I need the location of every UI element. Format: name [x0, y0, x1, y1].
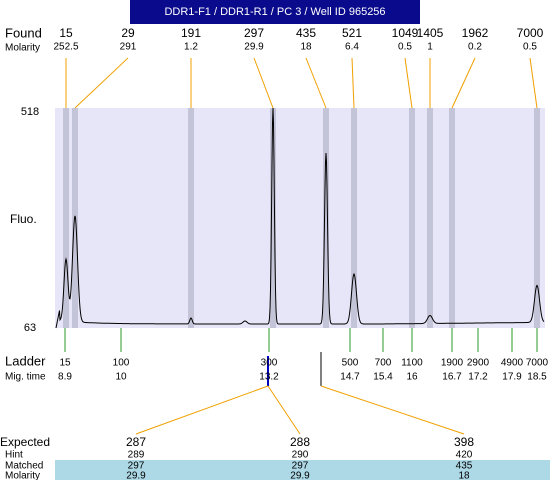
found-molarity: 1.2 — [184, 42, 198, 53]
mig-time-label: Mig. time — [5, 372, 46, 383]
matched-molarity: 29.9 — [126, 471, 146, 480]
found-molarity: 0.5 — [398, 42, 412, 53]
header-title: DDR1-F1 / DDR1-R1 / PC 3 / Well ID 96525… — [164, 6, 385, 18]
peak-band — [409, 108, 415, 328]
ladder-size: 300 — [261, 358, 278, 369]
matched-molarity: 29.9 — [290, 471, 310, 480]
match-line — [267, 385, 301, 435]
found-size: 29 — [121, 26, 135, 40]
y-tick-label: 518 — [21, 106, 39, 118]
matched-molarity: 18 — [458, 471, 470, 480]
found-molarity: 0.2 — [468, 42, 482, 53]
y-axis-label: Fluo. — [10, 212, 37, 226]
hint-size: 420 — [456, 450, 473, 461]
found-size: 297 — [244, 26, 264, 40]
ladder-time: 16 — [406, 372, 418, 383]
found-size: 1962 — [462, 26, 489, 40]
ladder-size: 1900 — [441, 358, 464, 369]
matched-size: 435 — [456, 461, 473, 472]
peak-connector — [451, 57, 476, 109]
ladder-time: 13.2 — [259, 372, 279, 383]
peak-connector — [351, 57, 355, 109]
found-molarity: 252.5 — [53, 42, 78, 53]
peak-band — [270, 108, 276, 328]
header-bar — [130, 0, 420, 24]
matched-size: 297 — [292, 461, 309, 472]
molarity-label: Molarity — [5, 471, 40, 480]
match-line — [135, 385, 269, 435]
expected-size: 288 — [290, 435, 310, 449]
ladder-time: 15.4 — [373, 372, 393, 383]
peak-connector — [253, 57, 274, 109]
found-size: 7000 — [517, 26, 544, 40]
plot-area — [55, 108, 545, 328]
molarity-label: Molarity — [5, 43, 40, 54]
found-size: 1405 — [417, 26, 444, 40]
ladder-time: 18.5 — [527, 372, 547, 383]
ladder-time: 8.9 — [58, 372, 72, 383]
ladder-time: 17.2 — [468, 372, 488, 383]
found-size: 435 — [296, 26, 316, 40]
peak-band — [323, 108, 329, 328]
peak-connector — [74, 57, 129, 109]
matched-band — [55, 460, 550, 480]
ladder-time: 10 — [115, 372, 127, 383]
peak-band — [351, 108, 357, 328]
ladder-size: 2900 — [467, 358, 490, 369]
found-size: 15 — [59, 26, 73, 40]
found-molarity: 6.4 — [345, 42, 359, 53]
ladder-size: 4900 — [501, 358, 524, 369]
peak-connector — [305, 57, 327, 109]
found-size: 1049 — [392, 26, 419, 40]
hint-size: 290 — [292, 450, 309, 461]
ladder-size: 500 — [342, 358, 359, 369]
found-molarity: 29.9 — [244, 42, 264, 53]
peak-band — [427, 108, 433, 328]
trace — [55, 107, 545, 329]
matched-label: Matched — [5, 461, 43, 472]
found-size: 521 — [342, 26, 362, 40]
ladder-size: 7000 — [526, 358, 549, 369]
peak-band — [188, 108, 194, 328]
ladder-time: 16.7 — [442, 372, 462, 383]
expected-size: 287 — [126, 435, 146, 449]
found-molarity: 0.5 — [523, 42, 537, 53]
matched-size: 297 — [128, 461, 145, 472]
ladder-time: 17.9 — [502, 372, 522, 383]
ladder-size: 700 — [375, 358, 392, 369]
hint-size: 289 — [128, 450, 145, 461]
ladder-size: 15 — [59, 358, 71, 369]
ladder-time: 14.7 — [340, 372, 360, 383]
ladder-label: Ladder — [5, 353, 46, 368]
hint-label: Hint — [5, 450, 23, 461]
peak-band — [63, 108, 69, 328]
found-molarity: 291 — [120, 42, 137, 53]
peak-connector — [404, 57, 413, 109]
found-molarity: 18 — [300, 42, 312, 53]
peak-band — [449, 108, 455, 328]
peak-connector — [529, 57, 538, 109]
found-label: Found — [5, 25, 42, 40]
expected-label: Expected — [0, 435, 50, 449]
ladder-size: 100 — [113, 358, 130, 369]
found-molarity: 1 — [427, 42, 433, 53]
peak-band — [534, 108, 540, 328]
match-line — [320, 385, 465, 435]
y-tick-label: 63 — [24, 322, 36, 334]
ladder-size: 1100 — [401, 358, 423, 369]
found-size: 191 — [181, 26, 201, 40]
expected-size: 398 — [454, 435, 474, 449]
